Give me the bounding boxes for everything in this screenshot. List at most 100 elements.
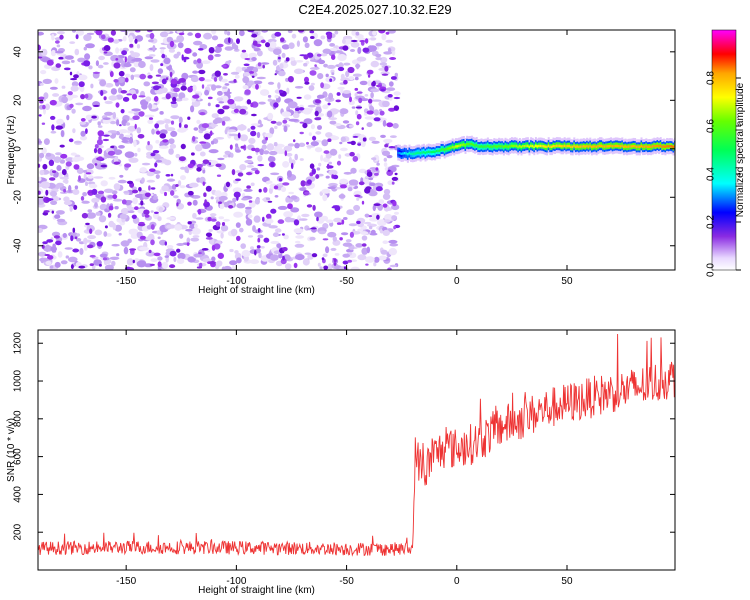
noise-blob [51, 195, 60, 202]
noise-blob [221, 64, 227, 68]
noise-blob [99, 79, 107, 87]
noise-blob [265, 197, 271, 200]
noise-blob [124, 163, 132, 168]
noise-blob [108, 176, 116, 180]
noise-blob [135, 30, 141, 33]
noise-blob [391, 181, 395, 185]
noise-blob [218, 201, 222, 204]
noise-blob [343, 217, 348, 220]
x-tick-label: -100 [226, 276, 246, 287]
noise-blob [342, 253, 351, 258]
noise-blob [265, 136, 268, 141]
noise-blob [321, 188, 331, 194]
noise-blob [294, 243, 305, 248]
signal-band-core [629, 145, 632, 148]
noise-blob [240, 145, 245, 149]
noise-blob [198, 69, 206, 75]
noise-blob [94, 163, 98, 166]
noise-blob [75, 102, 84, 106]
noise-blob [64, 247, 73, 250]
noise-blob [208, 149, 219, 154]
noise-blob [129, 136, 134, 144]
noise-blob [252, 67, 259, 73]
signal-band-core [437, 149, 440, 153]
noise-blob [124, 56, 128, 63]
noise-blob [383, 51, 393, 55]
signal-band-core [630, 145, 633, 148]
noise-blob [356, 220, 361, 225]
signal-band-core [573, 144, 576, 148]
noise-blob [125, 122, 131, 126]
signal-band-core [598, 144, 601, 147]
noise-blob [49, 190, 58, 197]
noise-blob [379, 110, 385, 116]
signal-band-core [549, 145, 552, 148]
noise-blob [132, 259, 135, 264]
noise-blob [159, 111, 164, 115]
noise-blob [314, 64, 317, 67]
noise-blob [129, 43, 134, 48]
noise-blob [273, 185, 279, 190]
noise-blob [270, 172, 280, 176]
noise-blob [322, 48, 332, 55]
noise-blob [330, 109, 341, 113]
noise-blob [269, 41, 277, 49]
noise-blob [303, 94, 312, 100]
noise-blob [50, 49, 57, 57]
noise-blob [373, 256, 380, 263]
signal-band-core [424, 151, 427, 155]
noise-blob [294, 153, 299, 161]
noise-blob [74, 236, 78, 240]
noise-blob [148, 185, 151, 191]
signal-band-core [502, 145, 505, 149]
noise-blob [250, 130, 257, 137]
noise-blob [240, 52, 249, 60]
noise-blob [361, 235, 368, 241]
noise-blob [325, 73, 329, 78]
noise-blob [325, 175, 330, 179]
noise-blob [56, 118, 64, 125]
noise-blob [47, 255, 54, 260]
noise-blob [131, 214, 137, 219]
noise-blob [334, 187, 343, 190]
noise-blob [361, 127, 364, 130]
signal-band-core [422, 151, 425, 154]
noise-blob [343, 91, 350, 94]
signal-band-core [459, 144, 462, 147]
noise-blob [116, 119, 120, 126]
noise-blob [139, 167, 147, 173]
noise-blob [71, 30, 77, 33]
noise-blob [119, 174, 124, 178]
signal-band-core [576, 145, 579, 148]
noise-blob [178, 116, 183, 124]
noise-blob [274, 94, 279, 99]
noise-blob [80, 196, 85, 201]
noise-blob [290, 195, 298, 200]
noise-blob [394, 172, 398, 176]
noise-blob [207, 216, 212, 222]
noise-blob [163, 57, 171, 65]
noise-blob [326, 110, 333, 118]
noise-blob [174, 224, 182, 231]
noise-blob [86, 212, 96, 219]
noise-blob [254, 249, 257, 256]
signal-band-core [595, 145, 598, 148]
noise-blob [243, 63, 250, 67]
noise-blob [48, 159, 55, 166]
noise-blob [379, 62, 388, 66]
noise-blob [248, 137, 256, 144]
noise-blob [134, 193, 145, 199]
noise-blob [164, 191, 167, 197]
noise-blob [370, 60, 379, 68]
noise-blob [266, 180, 273, 184]
noise-blob [382, 203, 388, 208]
noise-blob [387, 267, 392, 270]
noise-blob [203, 192, 207, 197]
noise-blob [384, 219, 391, 223]
noise-blob [237, 132, 241, 139]
noise-blob [172, 96, 177, 103]
noise-blob [387, 30, 396, 34]
noise-blob [96, 241, 104, 247]
noise-blob [264, 218, 274, 224]
noise-blob [301, 213, 310, 218]
